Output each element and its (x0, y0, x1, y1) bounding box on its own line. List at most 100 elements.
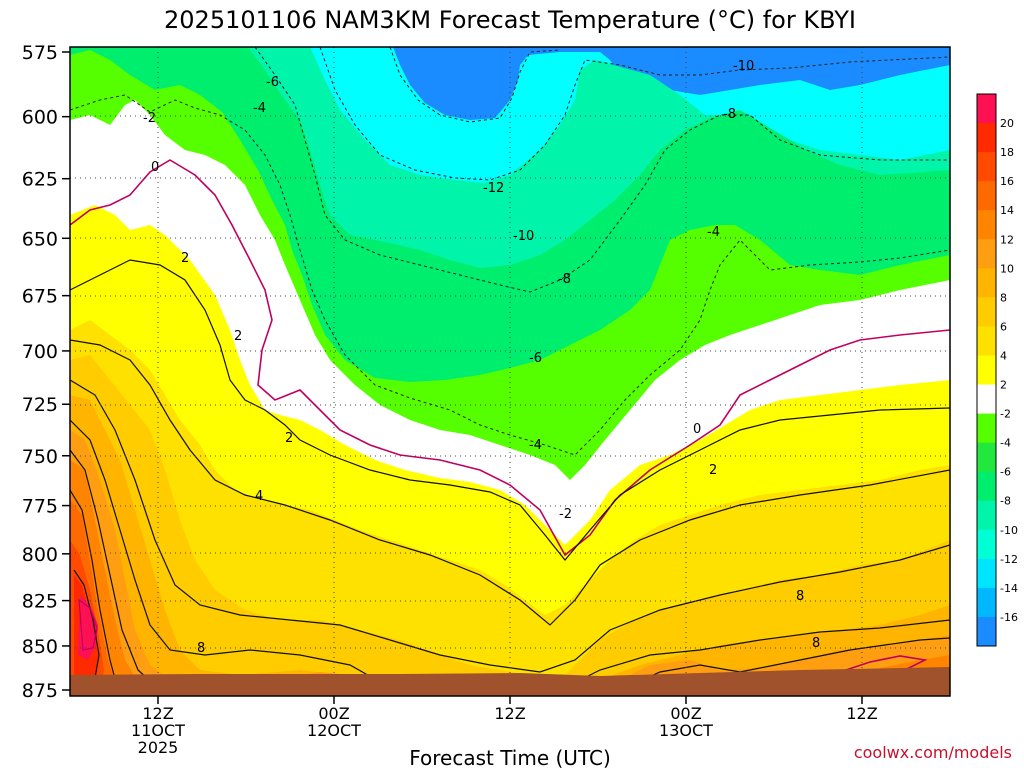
colorbar-swatch (977, 297, 996, 327)
colorbar-swatch (977, 413, 996, 444)
colorbar-label: 20 (1000, 117, 1014, 130)
contour-label: -6 (266, 75, 279, 90)
contour-label: 8 (812, 636, 820, 651)
x-tick-label: 11OCT (131, 721, 185, 740)
contour-label: 4 (255, 489, 263, 504)
contour-label: 2 (181, 251, 189, 266)
y-tick-label: 850 (22, 636, 58, 658)
x-tick-label: 00Z (318, 704, 349, 723)
contour-minus4 (70, 94, 950, 456)
contour-label: 8 (197, 641, 205, 656)
y-tick-label: 700 (22, 341, 58, 363)
colorbar-label: 18 (1000, 146, 1014, 159)
colorbar-label: 12 (1000, 233, 1014, 246)
contour-label: 0 (151, 160, 159, 175)
colorbar-swatch (977, 210, 996, 240)
colorbar-swatch (977, 442, 996, 473)
y-tick-label: 725 (22, 394, 58, 416)
credit-text: coolwx.com/models (854, 743, 1012, 762)
colorbar-swatch (977, 94, 996, 124)
x-tick-label: 12Z (846, 704, 877, 723)
contour-four (70, 339, 950, 626)
colorbar-label: -14 (1000, 582, 1018, 595)
colorbar-swatch (977, 152, 996, 182)
y-tick-label: 600 (22, 107, 58, 129)
y-tick-label: 825 (22, 591, 58, 613)
terrain-ground (70, 667, 950, 696)
colorbar-swatch (977, 355, 996, 386)
y-tick-label: 575 (22, 42, 58, 64)
contour-label: -10 (733, 59, 754, 74)
contour-label: -10 (513, 229, 534, 244)
colorbar-label: -12 (1000, 553, 1018, 566)
y-axis: 575 600 625 650 675 700 725 750 775 800 825 850 875 (22, 42, 70, 702)
colorbar-swatch (977, 384, 996, 415)
temperature-field (70, 47, 950, 696)
y-tick-label: 875 (22, 680, 58, 702)
colorbar-swatch (977, 326, 996, 356)
colorbar-swatch (977, 616, 996, 647)
contour-eight (70, 419, 950, 691)
colorbar-label: -4 (1000, 437, 1011, 450)
contour-label: 8 (796, 589, 804, 604)
y-tick-label: 650 (22, 228, 58, 250)
x-tick-label: 00Z (670, 704, 701, 723)
contour-label: -6 (529, 351, 542, 366)
colorbar-swatch (977, 471, 996, 502)
x-tick-label: 12Z (142, 704, 173, 723)
contour-label: -8 (558, 272, 571, 287)
colorbar-swatch (977, 587, 996, 618)
grid-lines (70, 47, 950, 696)
colorbar-swatch (977, 500, 996, 531)
colorbar-label: 4 (1000, 349, 1007, 362)
x-axis-title: Forecast Time (UTC) (409, 746, 611, 768)
colorbar-label: -8 (1000, 495, 1011, 508)
x-tick-label: 2025 (138, 738, 179, 757)
colorbar-label: 16 (1000, 175, 1014, 188)
contour-two (70, 259, 950, 561)
contour-label: 2 (234, 329, 242, 344)
colorbar-label: 10 (1000, 262, 1014, 275)
contour-label: -4 (707, 225, 720, 240)
y-tick-label: 625 (22, 169, 58, 191)
contour-label: 2 (285, 431, 293, 446)
x-tick-label: 13OCT (659, 721, 713, 740)
contour-label: -2 (559, 507, 572, 522)
contour-twelve (70, 489, 119, 691)
contour-label: -4 (253, 101, 266, 116)
band-amber (70, 355, 950, 696)
x-tick-label: 12OCT (307, 721, 361, 740)
colorbar-label: -6 (1000, 466, 1011, 479)
colorbar-swatch (977, 558, 996, 589)
x-tick-label: 12Z (494, 704, 525, 723)
colorbar-swatch (977, 529, 996, 560)
colorbar-label: -16 (1000, 611, 1018, 624)
y-tick-label: 775 (22, 496, 58, 518)
contour-label: 0 (693, 422, 701, 437)
chart-title: 2025101106 NAM3KM Forecast Temperature (… (164, 6, 856, 34)
colorbar-label: -2 (1000, 408, 1011, 421)
contour-label: -4 (529, 438, 542, 453)
colorbar-label: 8 (1000, 291, 1007, 304)
colorbar: 20 18 16 14 12 10 8 6 4 2 -2 -4 -6 -8 -10 -12 -14 -16 (976, 93, 1018, 647)
contour-label-layer: -2 0 2 -6 -4 -10 -8 -12 -4 -10 -8 -6 -4 … (143, 59, 820, 656)
colorbar-swatch (977, 181, 996, 211)
colorbar-swatch (977, 268, 996, 298)
y-tick-label: 675 (22, 286, 58, 308)
contour-label: -2 (143, 111, 156, 126)
contour-lines (70, 47, 950, 691)
contour-label: -12 (483, 181, 504, 196)
contour-twenty (78, 598, 98, 651)
colorbar-label: -10 (1000, 524, 1018, 537)
contour-label: -8 (723, 107, 736, 122)
colorbar-swatch (977, 123, 996, 153)
colorbar-label: 14 (1000, 204, 1014, 217)
colorbar-label: 6 (1000, 320, 1007, 333)
contour-zero (70, 159, 950, 557)
colorbar-frame (976, 93, 997, 647)
y-tick-label: 800 (22, 544, 58, 566)
contour-label: 2 (709, 463, 717, 478)
y-tick-label: 750 (22, 446, 58, 468)
